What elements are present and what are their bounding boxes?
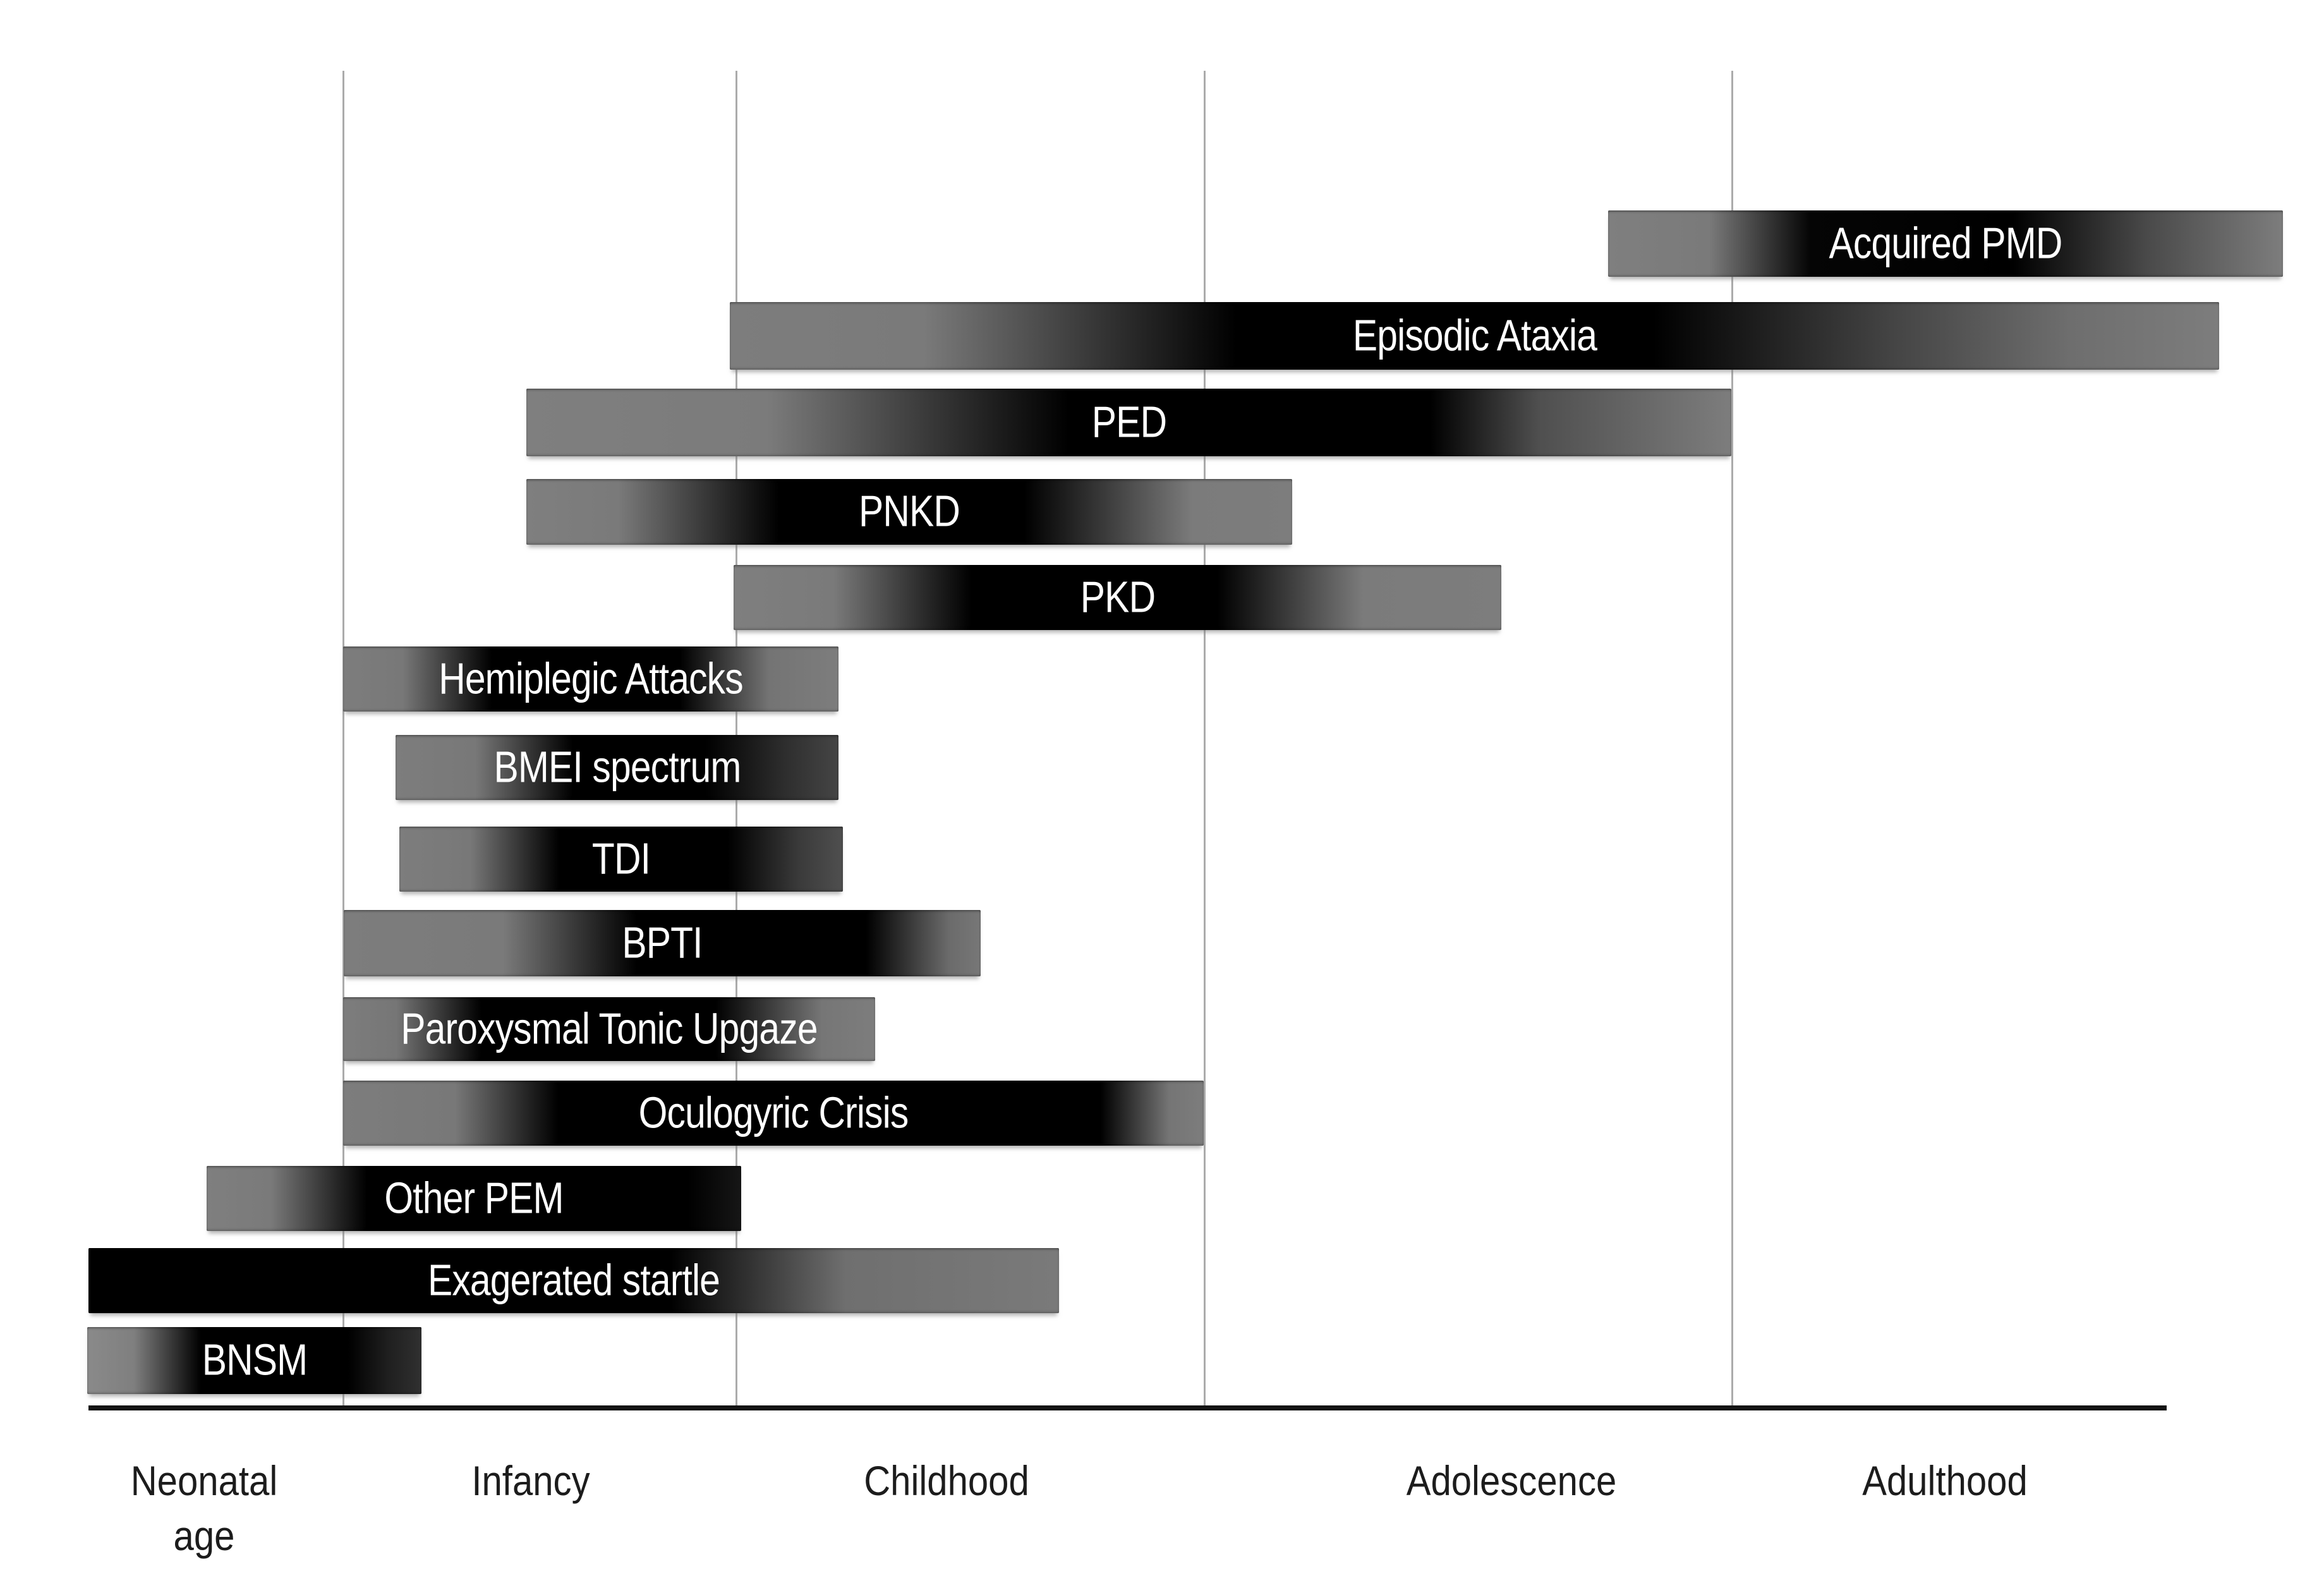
- bar-pkd: PKD: [734, 565, 1501, 630]
- bar-label-episodic-ataxia: Episodic Ataxia: [1352, 310, 1597, 360]
- bar-label-bnsm: BNSM: [202, 1335, 307, 1385]
- bar-label-exagerated-startle: Exagerated startle: [427, 1254, 720, 1304]
- bar-label-pnkd: PNKD: [858, 486, 960, 536]
- gridline-adolescence: [1204, 71, 1206, 1405]
- bar-acquired-pmd: Acquired PMD: [1608, 210, 2283, 277]
- x-tick-adolescence: Adolescence: [1406, 1457, 1617, 1504]
- bar-label-bpti: BPTI: [622, 917, 703, 967]
- bar-label-tdi: TDI: [591, 833, 651, 883]
- bar-oculogyric-crisis: Oculogyric Crisis: [343, 1081, 1204, 1146]
- bar-pnkd: PNKD: [526, 479, 1292, 545]
- bar-label-hemiplegic-attacks: Hemiplegic Attacks: [439, 653, 743, 703]
- bar-bnsm: BNSM: [87, 1327, 421, 1394]
- bar-bpti: BPTI: [344, 910, 981, 976]
- x-tick-neonatal-age: Neonatal age: [130, 1457, 278, 1560]
- x-tick-childhood: Childhood: [864, 1457, 1029, 1504]
- bar-bmei-spectrum: BMEI spectrum: [396, 735, 838, 800]
- bar-label-other-pem: Other PEM: [384, 1172, 564, 1222]
- bar-label-bmei-spectrum: BMEI spectrum: [493, 741, 741, 791]
- x-tick-adulthood: Adulthood: [1862, 1457, 2028, 1504]
- bar-exagerated-startle: Exagerated startle: [88, 1248, 1059, 1313]
- bar-episodic-ataxia: Episodic Ataxia: [730, 302, 2219, 370]
- gridline-adulthood: [1731, 71, 1733, 1405]
- gridline-infancy: [342, 71, 344, 1405]
- bar-label-ped: PED: [1091, 396, 1166, 446]
- x-tick-infancy: Infancy: [471, 1457, 590, 1504]
- bar-label-pkd: PKD: [1080, 571, 1155, 621]
- bar-label-paroxysmal-tonic-upgaze: Paroxysmal Tonic Upgaze: [401, 1003, 818, 1053]
- bar-other-pem: Other PEM: [207, 1166, 741, 1231]
- bar-hemiplegic-attacks: Hemiplegic Attacks: [343, 646, 838, 712]
- bar-label-oculogyric-crisis: Oculogyric Crisis: [638, 1087, 909, 1137]
- bar-paroxysmal-tonic-upgaze: Paroxysmal Tonic Upgaze: [343, 997, 875, 1061]
- bar-tdi: TDI: [399, 827, 843, 892]
- bar-label-acquired-pmd: Acquired PMD: [1829, 217, 2063, 267]
- x-axis-line: [88, 1405, 2167, 1410]
- bar-ped: PED: [526, 389, 1731, 456]
